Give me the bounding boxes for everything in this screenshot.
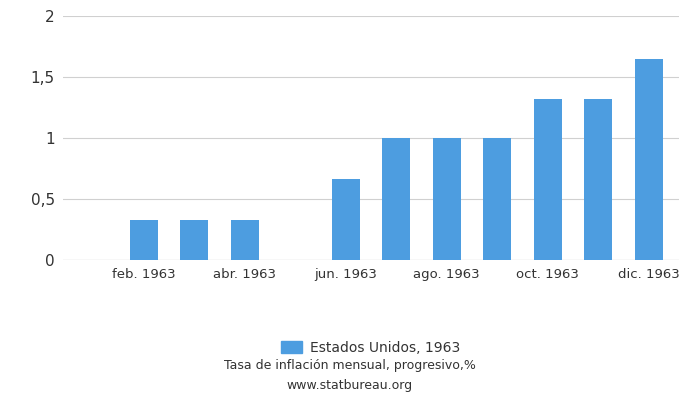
Bar bbox=[382, 138, 410, 260]
Text: www.statbureau.org: www.statbureau.org bbox=[287, 379, 413, 392]
Bar bbox=[534, 99, 561, 260]
Bar bbox=[181, 220, 208, 260]
Bar bbox=[332, 180, 360, 260]
Bar bbox=[584, 99, 612, 260]
Legend: Estados Unidos, 1963: Estados Unidos, 1963 bbox=[276, 335, 466, 360]
Bar bbox=[433, 138, 461, 260]
Bar bbox=[231, 220, 259, 260]
Text: Tasa de inflación mensual, progresivo,%: Tasa de inflación mensual, progresivo,% bbox=[224, 359, 476, 372]
Bar bbox=[483, 138, 511, 260]
Bar bbox=[635, 59, 663, 260]
Bar bbox=[130, 220, 158, 260]
